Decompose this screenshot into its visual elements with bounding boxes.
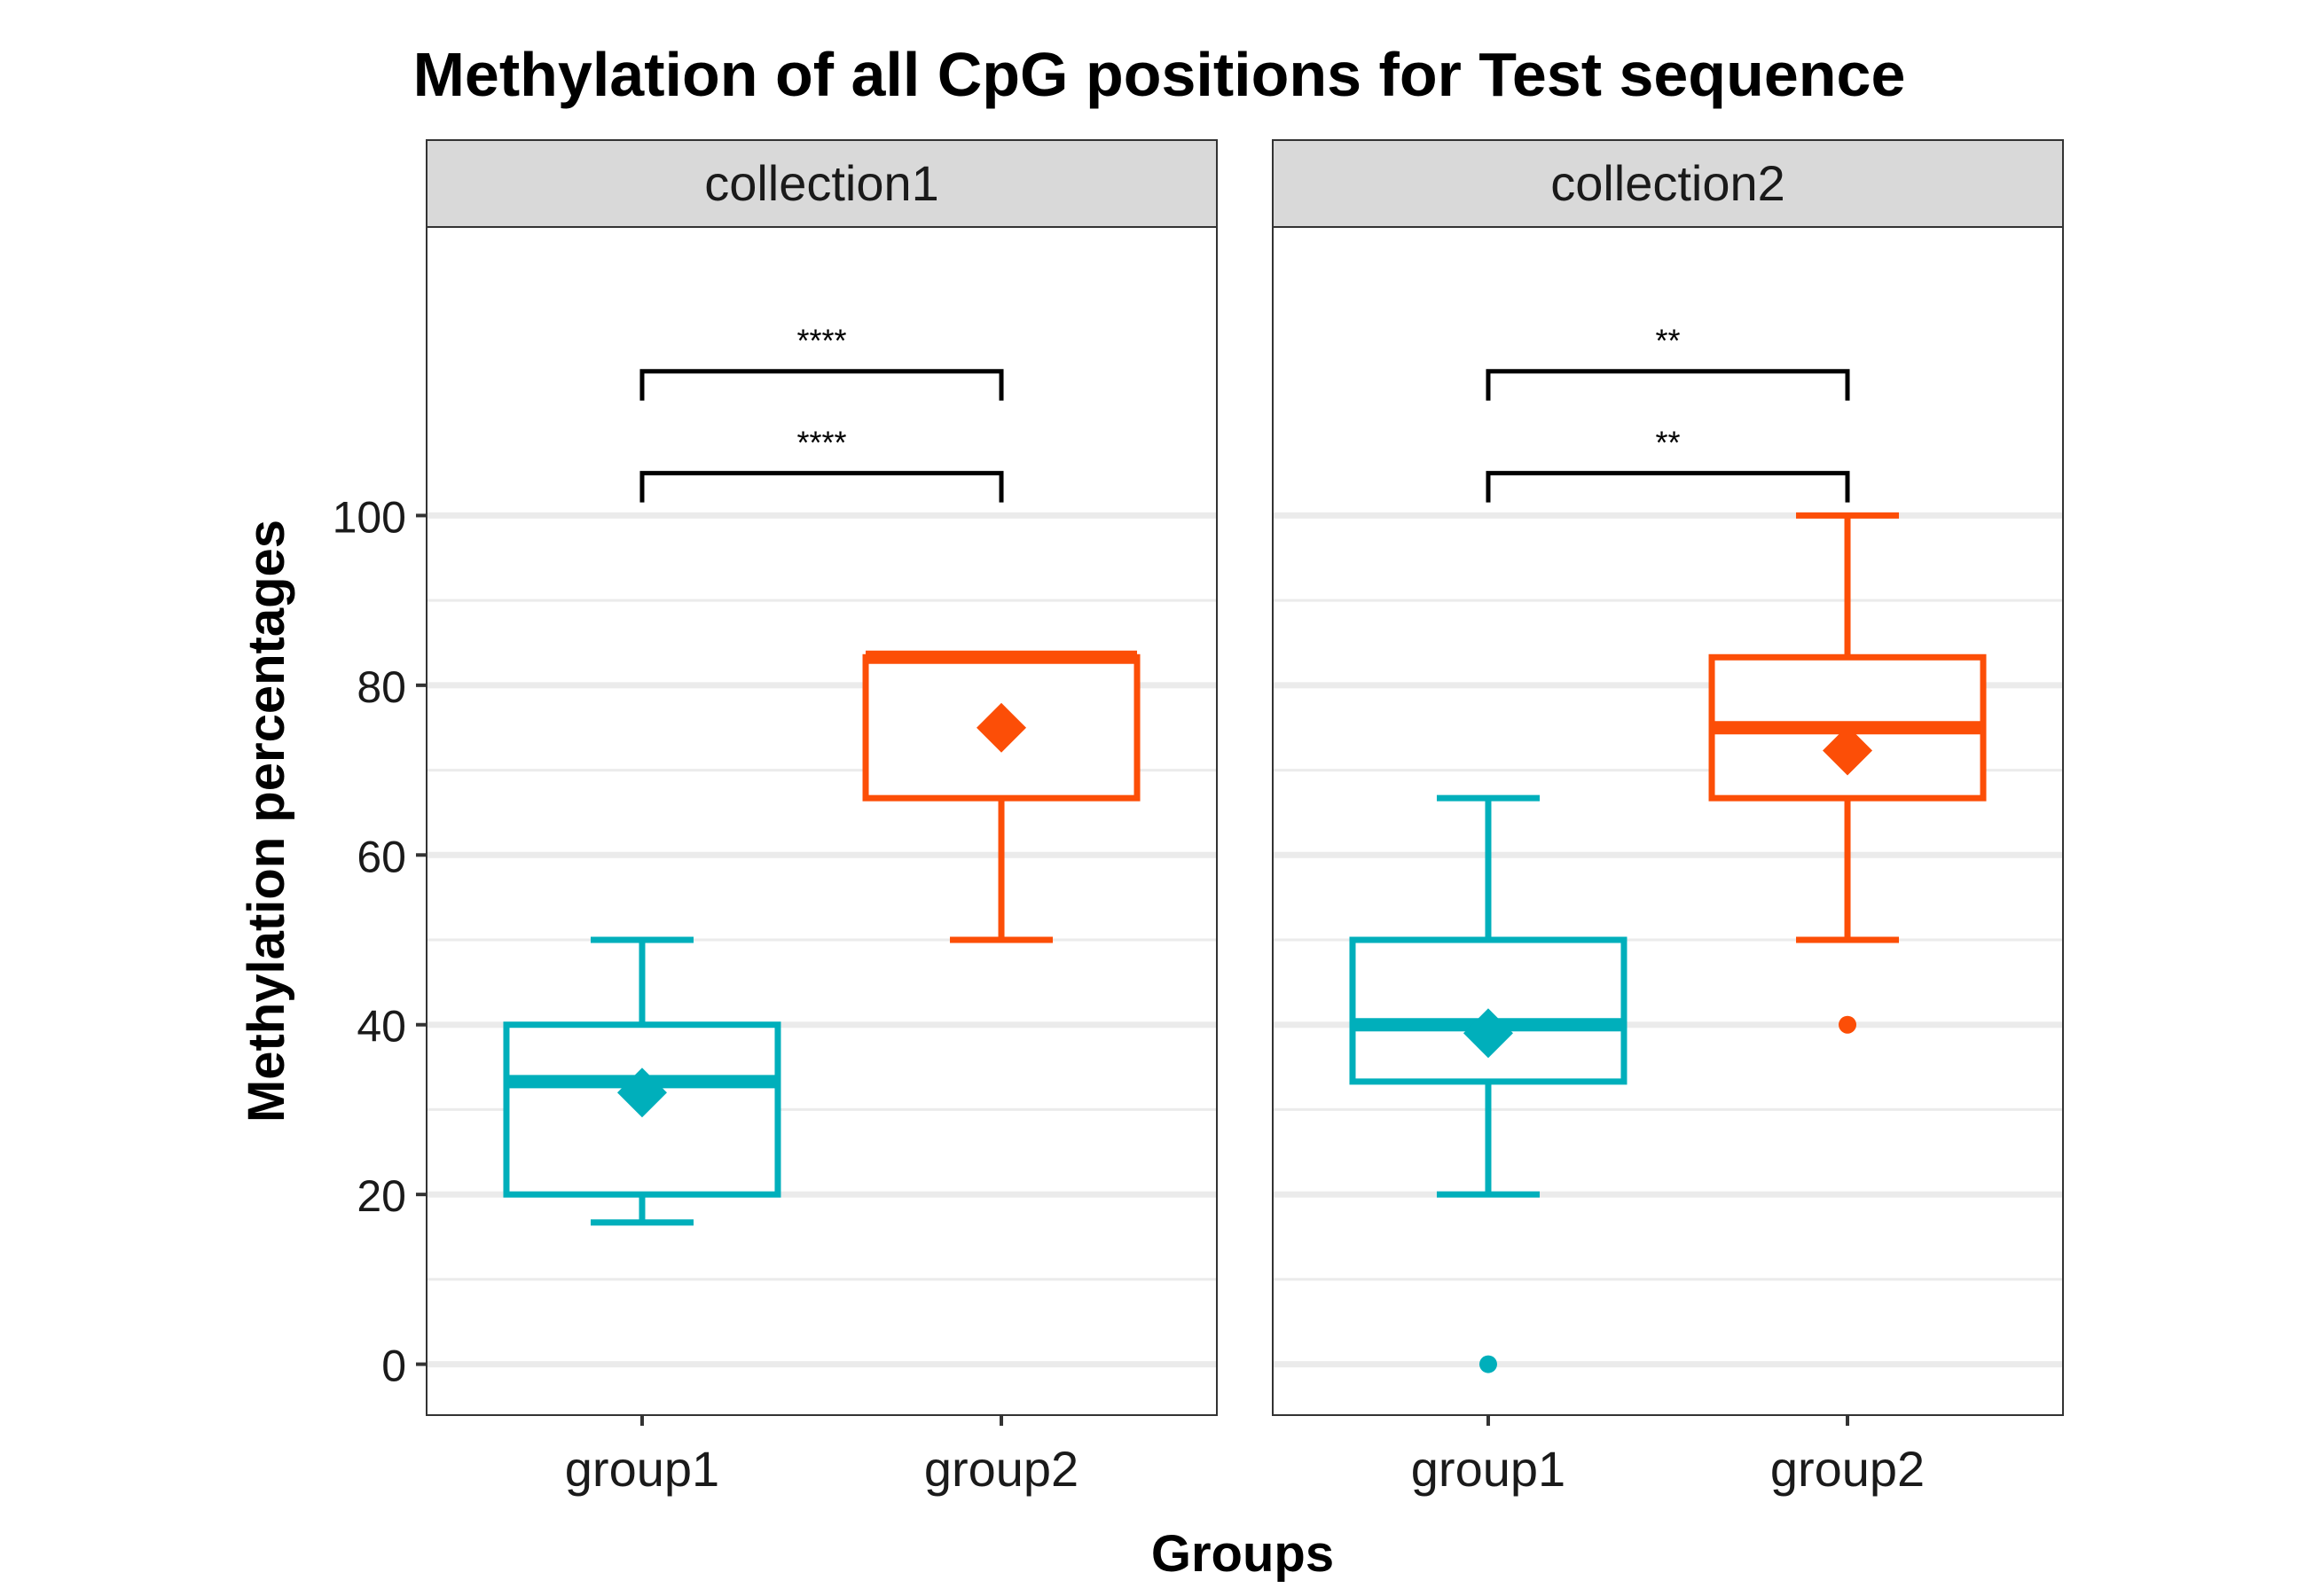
facet-panels: collection1********group1 group2collectio… — [426, 139, 2064, 1497]
facet-panel-2: collection2 ** ** group1 group2 — [1272, 139, 2064, 1497]
panel-background — [1273, 227, 2063, 1415]
x-tick-label: group2 — [924, 1441, 1078, 1497]
bracket-line — [1486, 471, 1850, 503]
mean-marker — [1463, 1008, 1513, 1059]
outlier-point — [1479, 1355, 1497, 1373]
x-tick-label: group1 — [1411, 1441, 1565, 1497]
significance-bracket: **** — [639, 323, 1004, 401]
mean-marker — [1823, 725, 1873, 776]
y-tick-label: 100 — [333, 492, 406, 542]
bracket-line — [639, 471, 1004, 503]
panel-border — [426, 226, 1218, 1416]
bracket-line — [1486, 369, 1850, 401]
boxplot-group2 — [862, 650, 1141, 943]
significance-label: ** — [1655, 323, 1680, 359]
significance-bracket: ** — [1486, 425, 1850, 503]
facet-strip-label: collection1 — [704, 155, 939, 211]
y-axis-title: Methylation percentages — [238, 520, 295, 1123]
y-tick-label: 80 — [357, 662, 406, 712]
y-tick-label: 60 — [357, 832, 406, 881]
y-axis: 0 20 40 60 80 100 — [333, 492, 427, 1391]
y-tick-label: 40 — [357, 1002, 406, 1052]
mean-marker — [616, 1068, 667, 1118]
panel-background — [427, 227, 1217, 1415]
panel-border — [1272, 226, 2064, 1416]
x-tick-label: group1 — [565, 1441, 719, 1497]
significance-label: ** — [1655, 425, 1680, 461]
significance-bracket: ** — [1486, 323, 1850, 401]
facet-strip — [1272, 139, 2064, 228]
y-tick-label: 20 — [357, 1171, 406, 1221]
boxplot-group2 — [1708, 512, 1987, 1034]
significance-bracket: **** — [639, 425, 1004, 503]
significance-label: **** — [796, 425, 846, 461]
chart-title: Methylation of all CpG positions for Tes… — [413, 40, 1906, 109]
facet-panel-1: collection1 **** **** group1 group2 — [426, 139, 1218, 1497]
x-axis-title: Groups — [1151, 1525, 1334, 1583]
boxplot-group1 — [1349, 794, 1628, 1373]
facet-strip-label: collection2 — [1550, 155, 1785, 211]
y-tick-label: 0 — [381, 1342, 406, 1391]
x-tick-label: group2 — [1770, 1441, 1925, 1497]
significance-label: **** — [796, 323, 846, 359]
boxplot-group1 — [503, 936, 781, 1226]
mean-marker — [977, 702, 1027, 753]
bracket-line — [639, 369, 1004, 401]
outlier-point — [1839, 1015, 1857, 1034]
